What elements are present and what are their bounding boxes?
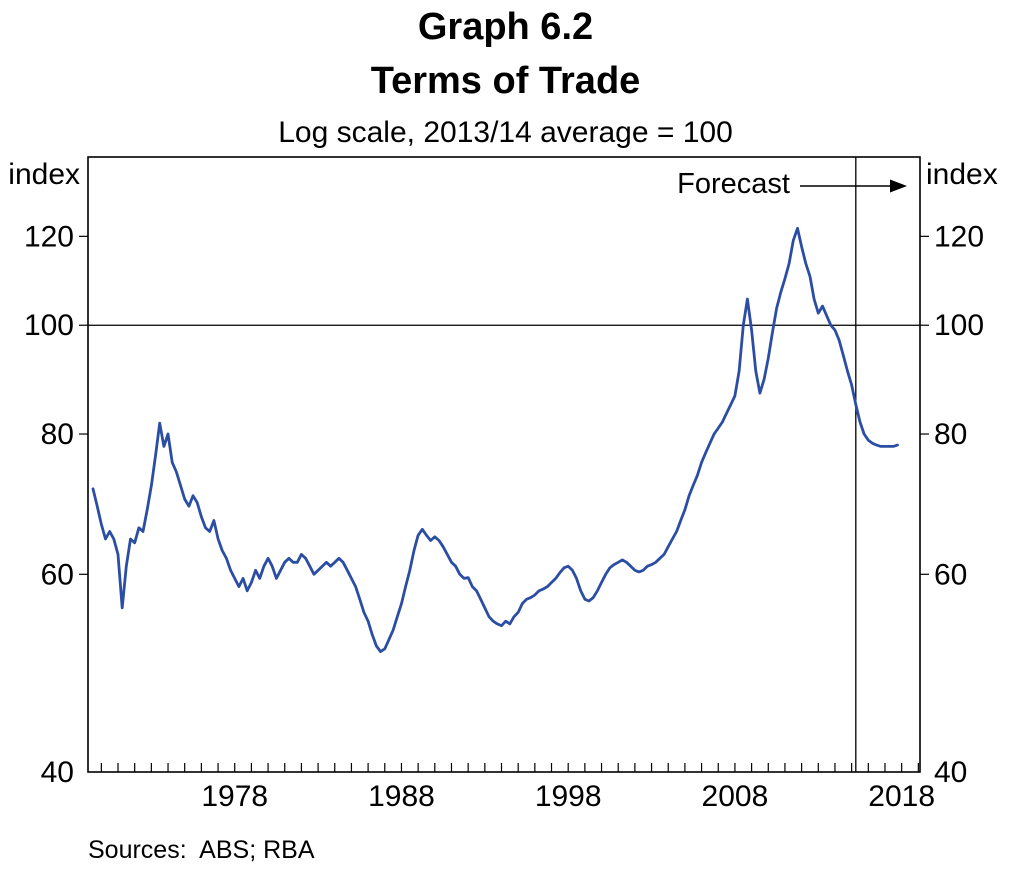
sources-note: Sources: ABS; RBA (88, 836, 315, 864)
y-tick-label-right: 100 (934, 309, 984, 342)
y-tick-label-right: 40 (934, 756, 967, 789)
y-tick-label-right: 80 (934, 418, 967, 451)
y-axis-unit-left: index (8, 158, 80, 191)
x-tick-label: 2018 (868, 780, 935, 813)
forecast-label: Forecast (677, 168, 790, 200)
y-tick-label-right: 60 (934, 558, 967, 591)
chart-title: Terms of Trade (370, 60, 641, 102)
y-tick-label-left: 100 (24, 309, 74, 342)
y-axis-unit-right: index (926, 158, 998, 191)
x-tick-label: 1988 (368, 780, 435, 813)
forecast-arrow-head (890, 179, 907, 193)
y-tick-label-left: 60 (41, 558, 74, 591)
y-tick-label-left: 80 (41, 418, 74, 451)
y-tick-label-left: 40 (41, 756, 74, 789)
x-tick-label: 1978 (201, 780, 268, 813)
series-line-terms-of-trade (91, 226, 899, 653)
y-tick-label-left: 120 (24, 220, 74, 253)
y-tick-label-right: 120 (934, 220, 984, 253)
graph-number: Graph 6.2 (417, 6, 594, 48)
plot-border (87, 156, 921, 773)
chart-subtitle: Log scale, 2013/14 average = 100 (278, 116, 733, 149)
x-tick-label: 1998 (535, 780, 602, 813)
x-tick-label: 2008 (702, 780, 769, 813)
